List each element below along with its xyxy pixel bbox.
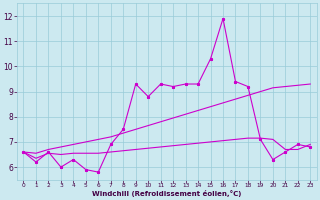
X-axis label: Windchill (Refroidissement éolien,°C): Windchill (Refroidissement éolien,°C) — [92, 190, 242, 197]
